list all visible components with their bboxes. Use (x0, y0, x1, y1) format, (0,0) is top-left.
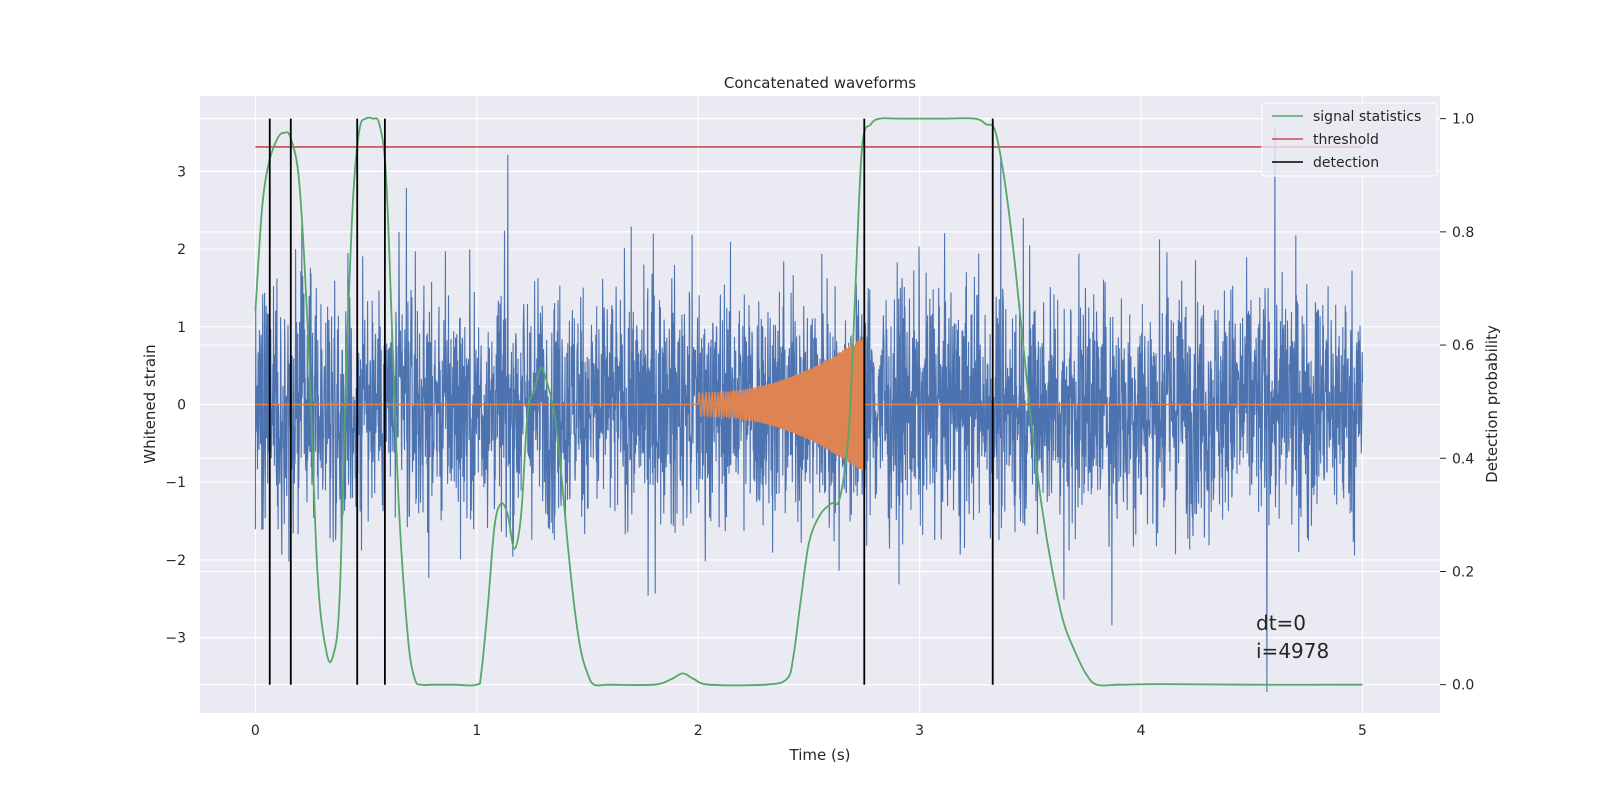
y2-ticks: 0.0 0.2 0.4 0.6 0.8 1.0 (1440, 112, 1474, 694)
annotation-index: i=4978 (1256, 639, 1329, 663)
y-tick-label-0: −3 (165, 631, 186, 647)
y2-tick-label-4: 0.8 (1452, 225, 1474, 241)
x-tick-label-0: 0 (251, 723, 260, 739)
legend: signal statistics threshold detection (1261, 102, 1438, 177)
detection-series (268, 118, 994, 685)
chirp-series (255, 334, 1363, 474)
x-ticks: 0 1 2 3 4 5 (251, 723, 1367, 739)
y-tick-label-4: 1 (177, 320, 186, 336)
y2-tick-label-2: 0.4 (1452, 451, 1474, 467)
signal-statistics-line (254, 116, 1363, 687)
y-tick-label-1: −2 (165, 553, 186, 569)
x-tick-label-5: 5 (1358, 723, 1367, 739)
y-axis-label: Whitened strain (141, 344, 159, 463)
x-tick-label-2: 2 (694, 723, 703, 739)
x-tick-label-4: 4 (1137, 723, 1146, 739)
plot-area (254, 116, 1364, 693)
signal-statistics-series (254, 116, 1363, 687)
y2-axis-label: Detection probability (1483, 325, 1501, 483)
annotation-dt: dt=0 (1256, 611, 1306, 635)
legend-label-signal-statistics: signal statistics (1313, 109, 1421, 125)
y-tick-label-5: 2 (177, 242, 186, 258)
y-tick-label-6: 3 (177, 164, 186, 180)
y2-tick-label-3: 0.6 (1452, 338, 1474, 354)
y2-tick-label-0: 0.0 (1452, 678, 1474, 694)
y-ticks: −3 −2 −1 0 1 2 3 (165, 164, 186, 646)
legend-label-detection: detection (1313, 155, 1379, 171)
legend-label-threshold: threshold (1313, 132, 1379, 148)
y-tick-label-3: 0 (177, 398, 186, 414)
x-tick-label-3: 3 (915, 723, 924, 739)
x-axis-label: Time (s) (789, 746, 851, 764)
y-tick-label-2: −1 (165, 475, 186, 491)
chirp-line (255, 334, 1363, 474)
legend-box (1261, 102, 1438, 177)
chart-title: Concatenated waveforms (724, 74, 916, 92)
y2-tick-label-1: 0.2 (1452, 564, 1474, 580)
y2-tick-label-5: 1.0 (1452, 112, 1474, 128)
x-tick-label-1: 1 (472, 723, 481, 739)
